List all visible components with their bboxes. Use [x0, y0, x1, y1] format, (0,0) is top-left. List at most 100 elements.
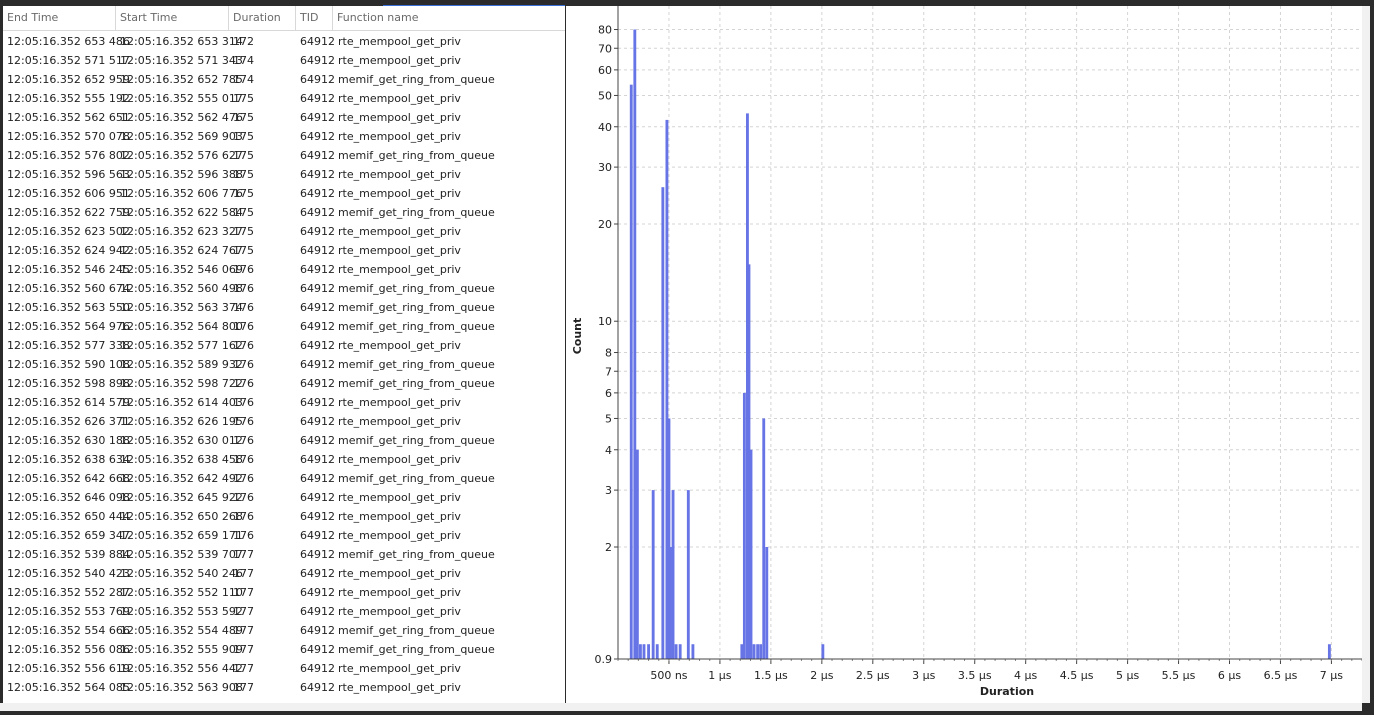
column-header-start-time[interactable]: Start Time	[116, 6, 229, 30]
histogram-bar[interactable]	[1327, 644, 1331, 659]
cell-tid: 64912	[300, 244, 335, 257]
cell-tid: 64912	[300, 624, 335, 637]
histogram-bar[interactable]	[746, 113, 749, 659]
histogram-bar[interactable]	[756, 644, 760, 659]
table-row[interactable]: 12:05:16.352 638 634 12:05:16.352 638 458…	[3, 450, 565, 469]
histogram-bar[interactable]	[665, 119, 669, 659]
histogram-bar[interactable]	[742, 392, 746, 659]
histogram-bar[interactable]	[686, 490, 690, 659]
table-row[interactable]: 12:05:16.352 571 517 12:05:16.352 571 343…	[3, 51, 565, 70]
table-row[interactable]: 12:05:16.352 659 347 12:05:16.352 659 171…	[3, 526, 565, 545]
histogram-bar[interactable]	[740, 644, 744, 659]
histogram-bar[interactable]	[674, 644, 678, 659]
table-row[interactable]: 12:05:16.352 570 078 12:05:16.352 569 903…	[3, 127, 565, 146]
cell-function-name: rte_mempool_get_priv	[338, 187, 461, 200]
histogram-bar[interactable]	[651, 490, 655, 659]
histogram-bar[interactable]	[667, 418, 671, 659]
cell-start-time: 12:05:16.352 589 932	[120, 358, 243, 371]
histogram-bar[interactable]	[678, 644, 682, 659]
table-row[interactable]: 12:05:16.352 606 951 12:05:16.352 606 776…	[3, 184, 565, 203]
table-row[interactable]: 12:05:16.352 653 486 12:05:16.352 653 314…	[3, 32, 565, 51]
histogram-bar[interactable]	[647, 644, 651, 659]
cell-duration: 177	[233, 548, 254, 561]
cell-end-time: 12:05:16.352 570 078	[7, 130, 130, 143]
cell-end-time: 12:05:16.352 562 651	[7, 111, 130, 124]
y-tick-label: 4	[605, 444, 612, 457]
duration-histogram-pane[interactable]: 0.9 2 3 4 5 6 7 8 10 20 30 40 50 60 70 80 500 ns 1 µs 1.5 …	[566, 6, 1362, 703]
table-row[interactable]: 12:05:16.352 546 245 12:05:16.352 546 069…	[3, 260, 565, 279]
table-row[interactable]: 12:05:16.352 626 371 12:05:16.352 626 195…	[3, 412, 565, 431]
chart-vertical-scrollbar[interactable]	[1362, 6, 1370, 703]
table-row[interactable]: 12:05:16.352 539 884 12:05:16.352 539 707…	[3, 545, 565, 564]
cell-tid: 64912	[300, 263, 335, 276]
histogram-bar[interactable]	[633, 29, 637, 659]
histogram-bar[interactable]	[749, 449, 753, 659]
cell-function-name: rte_mempool_get_priv	[338, 35, 461, 48]
histogram-bar[interactable]	[661, 187, 665, 659]
histogram-bar[interactable]	[642, 644, 646, 659]
y-tick-label: 60	[598, 64, 612, 77]
histogram-bar[interactable]	[752, 644, 756, 659]
table-row[interactable]: 12:05:16.352 562 651 12:05:16.352 562 476…	[3, 108, 565, 127]
table-row[interactable]: 12:05:16.352 642 668 12:05:16.352 642 492…	[3, 469, 565, 488]
cell-function-name: rte_mempool_get_priv	[338, 491, 461, 504]
column-header-duration[interactable]: Duration	[229, 6, 296, 30]
table-row[interactable]: 12:05:16.352 577 338 12:05:16.352 577 162…	[3, 336, 565, 355]
histogram-bar[interactable]	[759, 644, 763, 659]
table-row[interactable]: 12:05:16.352 622 759 12:05:16.352 622 584…	[3, 203, 565, 222]
table-row[interactable]: 12:05:16.352 540 423 12:05:16.352 540 246…	[3, 564, 565, 583]
table-row[interactable]: 12:05:16.352 650 444 12:05:16.352 650 268…	[3, 507, 565, 526]
table-row[interactable]: 12:05:16.352 623 502 12:05:16.352 623 327…	[3, 222, 565, 241]
histogram-bar[interactable]	[691, 644, 695, 659]
horizontal-scrollbar[interactable]	[0, 703, 1362, 711]
table-row[interactable]: 12:05:16.352 564 085 12:05:16.352 563 908…	[3, 678, 565, 697]
histogram-bar[interactable]	[821, 644, 825, 659]
table-row[interactable]: 12:05:16.352 556 086 12:05:16.352 555 909…	[3, 640, 565, 659]
cell-end-time: 12:05:16.352 646 098	[7, 491, 130, 504]
histogram-bar[interactable]	[762, 418, 766, 659]
histogram-bar[interactable]	[765, 546, 769, 659]
cell-end-time: 12:05:16.352 598 898	[7, 377, 130, 390]
table-row[interactable]: 12:05:16.352 590 108 12:05:16.352 589 932…	[3, 355, 565, 374]
histogram-bar[interactable]	[747, 264, 751, 659]
table-row[interactable]: 12:05:16.352 564 976 12:05:16.352 564 800…	[3, 317, 565, 336]
cell-tid: 64912	[300, 643, 335, 656]
table-row[interactable]: 12:05:16.352 630 188 12:05:16.352 630 012…	[3, 431, 565, 450]
table-row[interactable]: 12:05:16.352 552 287 12:05:16.352 552 110…	[3, 583, 565, 602]
x-tick-label: 1 µs	[708, 669, 731, 682]
table-row[interactable]: 12:05:16.352 596 563 12:05:16.352 596 388…	[3, 165, 565, 184]
cell-tid: 64912	[300, 415, 335, 428]
column-header-end-time[interactable]: End Time	[3, 6, 116, 30]
column-header-function-name[interactable]: Function name	[337, 11, 419, 24]
histogram-bar[interactable]	[638, 644, 642, 659]
x-tick-label: 1.5 µs	[754, 669, 788, 682]
events-table[interactable]: End Time Start Time Duration TID Functio…	[3, 6, 565, 703]
cell-end-time: 12:05:16.352 606 951	[7, 187, 130, 200]
table-row[interactable]: 12:05:16.352 614 579 12:05:16.352 614 403…	[3, 393, 565, 412]
table-row[interactable]: 12:05:16.352 560 674 12:05:16.352 560 498…	[3, 279, 565, 298]
cell-end-time: 12:05:16.352 630 188	[7, 434, 130, 447]
histogram-bar[interactable]	[671, 490, 675, 659]
duration-histogram[interactable]: 0.9 2 3 4 5 6 7 8 10 20 30 40 50 60 70 80 500 ns 1 µs 1.5 …	[566, 6, 1362, 703]
table-row[interactable]: 12:05:16.352 563 550 12:05:16.352 563 374…	[3, 298, 565, 317]
column-header-tid[interactable]: TID	[296, 6, 333, 30]
table-row[interactable]: 12:05:16.352 576 802 12:05:16.352 576 627…	[3, 146, 565, 165]
table-row[interactable]: 12:05:16.352 556 619 12:05:16.352 556 442…	[3, 659, 565, 678]
cell-end-time: 12:05:16.352 638 634	[7, 453, 130, 466]
histogram-bar[interactable]	[635, 449, 639, 659]
table-row[interactable]: 12:05:16.352 624 942 12:05:16.352 624 767…	[3, 241, 565, 260]
table-row[interactable]: 12:05:16.352 646 098 12:05:16.352 645 922…	[3, 488, 565, 507]
table-row[interactable]: 12:05:16.352 652 959 12:05:16.352 652 785…	[3, 70, 565, 89]
cell-start-time: 12:05:16.352 624 767	[120, 244, 243, 257]
table-row[interactable]: 12:05:16.352 598 898 12:05:16.352 598 722…	[3, 374, 565, 393]
table-row[interactable]: 12:05:16.352 554 666 12:05:16.352 554 489…	[3, 621, 565, 640]
chart-grid	[618, 6, 1362, 660]
histogram-bar[interactable]	[629, 84, 633, 659]
table-row[interactable]: 12:05:16.352 555 192 12:05:16.352 555 017…	[3, 89, 565, 108]
table-row[interactable]: 12:05:16.352 553 769 12:05:16.352 553 592…	[3, 602, 565, 621]
histogram-bar[interactable]	[669, 546, 672, 659]
histogram-bar[interactable]	[655, 644, 659, 659]
cell-duration: 175	[233, 187, 254, 200]
cell-start-time: 12:05:16.352 563 908	[120, 681, 243, 694]
cell-duration: 176	[233, 339, 254, 352]
